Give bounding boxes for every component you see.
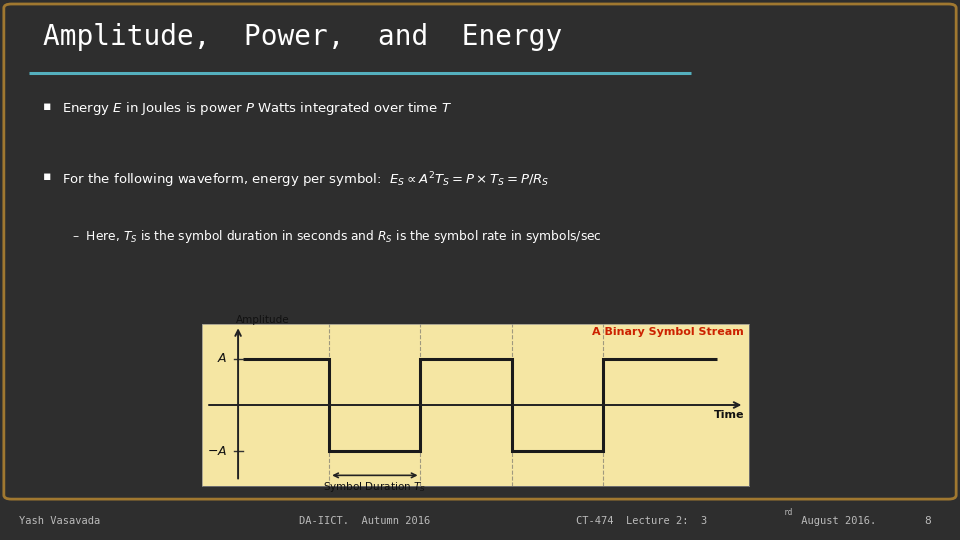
Text: A Binary Symbol Stream: A Binary Symbol Stream (591, 327, 743, 338)
Text: For the following waveform, energy per symbol:  $E_S \propto A^2T_S = P \times T: For the following waveform, energy per s… (62, 171, 550, 190)
Text: CT-474  Lecture 2:  3: CT-474 Lecture 2: 3 (576, 516, 708, 525)
Text: Yash Vasavada: Yash Vasavada (19, 516, 101, 525)
Text: Amplitude: Amplitude (236, 315, 290, 326)
Text: Symbol Duration $T_S$: Symbol Duration $T_S$ (324, 481, 426, 495)
Text: Energy $E$ in Joules is power $P$ Watts integrated over time $T$: Energy $E$ in Joules is power $P$ Watts … (62, 100, 452, 117)
Text: Time: Time (713, 410, 744, 420)
Text: ▪: ▪ (43, 171, 52, 184)
Text: August 2016.: August 2016. (795, 516, 876, 525)
Text: rd: rd (783, 508, 793, 516)
Text: $A$: $A$ (217, 352, 228, 365)
Text: DA-IICT.  Autumn 2016: DA-IICT. Autumn 2016 (300, 516, 430, 525)
Text: Amplitude,  Power,  and  Energy: Amplitude, Power, and Energy (43, 23, 563, 51)
Text: –  Here, $T_S$ is the symbol duration in seconds and $R_S$ is the symbol rate in: – Here, $T_S$ is the symbol duration in … (72, 228, 602, 245)
Text: 8: 8 (924, 516, 931, 525)
Text: $-A$: $-A$ (207, 445, 228, 458)
Text: ▪: ▪ (43, 100, 52, 113)
